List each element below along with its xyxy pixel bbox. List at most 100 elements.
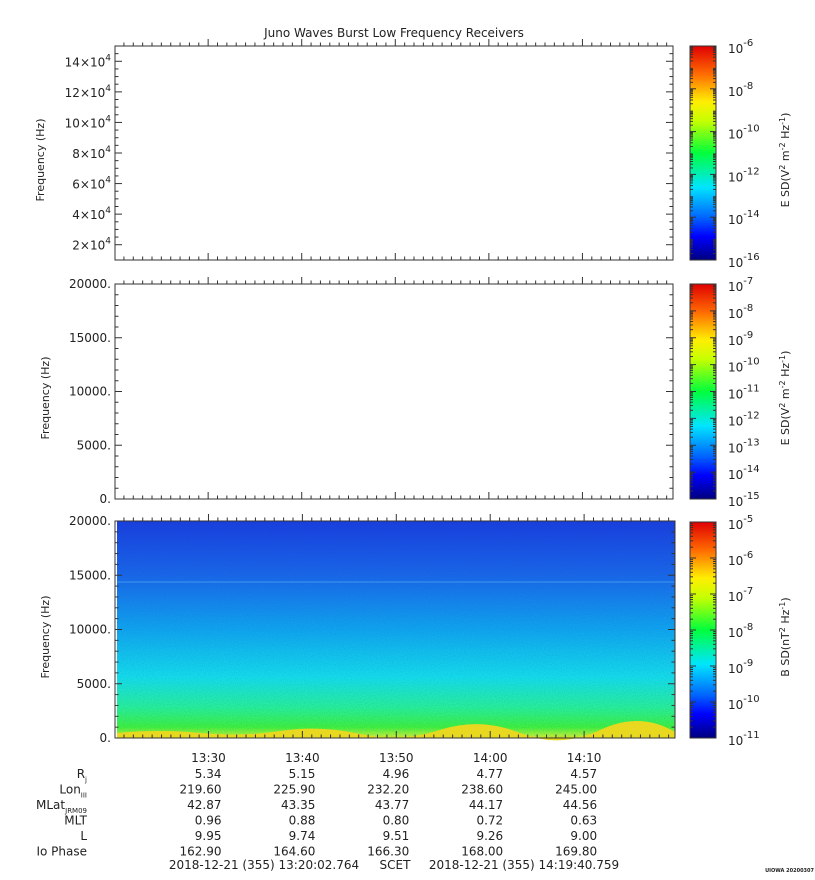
colorbar-tick-label: 10-10 [728, 124, 760, 142]
panel-top-x-ticks [123, 39, 668, 260]
ephemeris-row-label: LonIII [59, 783, 87, 800]
panel-bottom: 0. 5000. 10000. 15000. 20000. Frequency (Hz)… [39, 514, 792, 748]
colorbar-tick-label: 10-9 [728, 658, 753, 676]
colorbar-tick-label: 10-12 [728, 166, 760, 184]
ephemeris-value: 43.77 [375, 798, 409, 812]
panel-bottom-x-ticks [123, 514, 670, 738]
figure-title: Juno Waves Burst Low Frequency Receivers [263, 26, 524, 40]
y-tick-label: 15000. [69, 568, 111, 582]
y-tick-label: 12×104 [65, 84, 112, 100]
ephemeris-value: 9.26 [476, 829, 503, 843]
panel-top-colorbar [689, 45, 717, 261]
ephemeris-value: 4.96 [383, 767, 410, 781]
panel-bottom-colorbar-ticks: 10-5 10-6 10-7 10-8 10-9 10-10 10-11 [690, 514, 760, 748]
colorbar-tick-label: 10-8 [728, 81, 753, 99]
ephemeris-row-label: Rj [77, 767, 87, 784]
y-tick-label: 10×104 [65, 114, 112, 130]
colorbar-tick-label: 10-10 [728, 357, 760, 375]
x-tick-label: 13:30 [191, 751, 226, 765]
ephemeris-value: 43.35 [281, 798, 315, 812]
ephemeris-value: 4.57 [570, 767, 597, 781]
panel-top-colorbar-ticks: 10-6 10-8 10-10 10-12 10-14 10-16 [690, 38, 760, 270]
colorbar-tick-label: 10-9 [728, 330, 753, 348]
ephemeris-value: 0.72 [476, 814, 503, 828]
panel-bottom-colorbar-label: B SD(nT2 Hz-1) [778, 597, 793, 676]
panel-middle: 0. 5000. 10000. 15000. 20000. Frequency (Hz)… [39, 276, 792, 509]
panel-middle-colorbar-ticks: 10-7 10-8 10-9 10-10 10-11 10-12 10-13 10-14 10-… [690, 276, 760, 509]
panel-middle-plot-area [114, 283, 674, 500]
ephemeris-value: 9.95 [195, 829, 222, 843]
colorbar-tick-label: 10-8 [728, 622, 753, 640]
colorbar-tick-label: 10-11 [728, 730, 760, 748]
ephemeris-value: 166.30 [367, 845, 409, 859]
panel-middle-ylabel: Frequency (Hz) [39, 357, 52, 440]
colorbar-tick-label: 10-8 [728, 303, 753, 321]
colorbar-tick-label: 10-14 [728, 209, 760, 227]
colorbar-tick-label: 10-13 [728, 437, 760, 455]
colorbar-tick-label: 10-11 [728, 384, 760, 402]
colorbar-tick-label: 10-6 [728, 550, 753, 568]
y-tick-label: 10000. [69, 385, 111, 399]
footer-credit: UIOWA 20200307 [765, 868, 814, 874]
ephemeris-row-label: L [80, 829, 87, 843]
ephemeris-value: 9.00 [570, 829, 597, 843]
spectrogram-noise [117, 521, 675, 738]
panel-bottom-y-ticks: 0. 5000. 10000. 15000. 20000. [69, 514, 675, 745]
colorbar-tick-label: 10-6 [728, 38, 753, 56]
y-tick-label: 0. [100, 492, 111, 506]
ephemeris-value: 0.96 [195, 814, 222, 828]
panel-top-colorbar-label: E SD(V2 m-2 Hz-1) [778, 113, 793, 208]
ephemeris-value: 4.77 [476, 767, 503, 781]
x-tick-label: 13:40 [285, 751, 320, 765]
ephemeris-row-label: MLT [64, 814, 87, 828]
y-tick-label: 10000. [69, 623, 111, 637]
ephemeris-value: 232.20 [367, 783, 409, 797]
y-tick-label: 2×104 [72, 237, 111, 253]
panel-middle-x-ticks [123, 277, 668, 499]
ephemeris-value: 162.90 [179, 845, 221, 859]
colorbar-tick-label: 10-15 [728, 491, 760, 509]
panel-bottom-ylabel: Frequency (Hz) [39, 596, 52, 679]
ephemeris-value: 0.80 [383, 814, 410, 828]
panel-middle-y-ticks: 0. 5000. 10000. 15000. 20000. [69, 277, 673, 506]
ephemeris-value: 9.74 [289, 829, 316, 843]
panel-top: 2×104 4×104 6×104 8×104 10×104 12×104 14×104 F… [34, 38, 792, 270]
footer-end-time: 2018-12-21 (355) 14:19:40.759 [429, 858, 619, 872]
footer-start-time: 2018-12-21 (355) 13:20:02.764 [169, 858, 359, 872]
panel-top-y-ticks: 2×104 4×104 6×104 8×104 10×104 12×104 14×104 [65, 53, 673, 253]
y-tick-label: 6×104 [72, 176, 111, 192]
colorbar-tick-label: 10-12 [728, 410, 760, 428]
x-tick-label: 13:50 [379, 751, 414, 765]
ephemeris-row-label: MLatJRM09 [36, 798, 87, 815]
y-tick-label: 0. [100, 731, 111, 745]
panel-middle-colorbar-label: E SD(V2 m-2 Hz-1) [778, 351, 793, 446]
ephemeris-value: 164.60 [273, 845, 315, 859]
y-tick-label: 20000. [69, 277, 111, 291]
ephemeris-value: 5.15 [289, 767, 316, 781]
spectrogram-low-band [117, 720, 675, 741]
panel-top-plot-area [114, 45, 674, 261]
colorbar-tick-label: 10-7 [728, 586, 753, 604]
ephemeris-value: 245.00 [555, 783, 597, 797]
ephemeris-value: 169.80 [555, 845, 597, 859]
y-tick-label: 15000. [69, 331, 111, 345]
colorbar-tick-label: 10-7 [728, 276, 753, 294]
ephemeris-value: 44.56 [563, 798, 597, 812]
panel-top-ylabel: Frequency (Hz) [34, 119, 47, 202]
ephemeris-value: 219.60 [179, 783, 221, 797]
ephemeris-row-label: Io Phase [36, 845, 87, 859]
ephemeris-value: 44.17 [469, 798, 503, 812]
y-tick-label: 5000. [77, 438, 111, 452]
y-tick-label: 5000. [77, 677, 111, 691]
ephemeris-value: 238.60 [461, 783, 503, 797]
y-tick-label: 20000. [69, 514, 111, 528]
x-tick-label: 14:00 [473, 751, 508, 765]
ephemeris-value: 168.00 [461, 845, 503, 859]
colorbar-tick-label: 10-16 [728, 252, 760, 270]
colorbar-tick-label: 10-14 [728, 464, 760, 482]
y-tick-label: 14×104 [65, 53, 112, 69]
ephemeris-value: 0.88 [289, 814, 316, 828]
colorbar-tick-label: 10-5 [728, 514, 753, 532]
colorbar-tick-label: 10-10 [728, 694, 760, 712]
